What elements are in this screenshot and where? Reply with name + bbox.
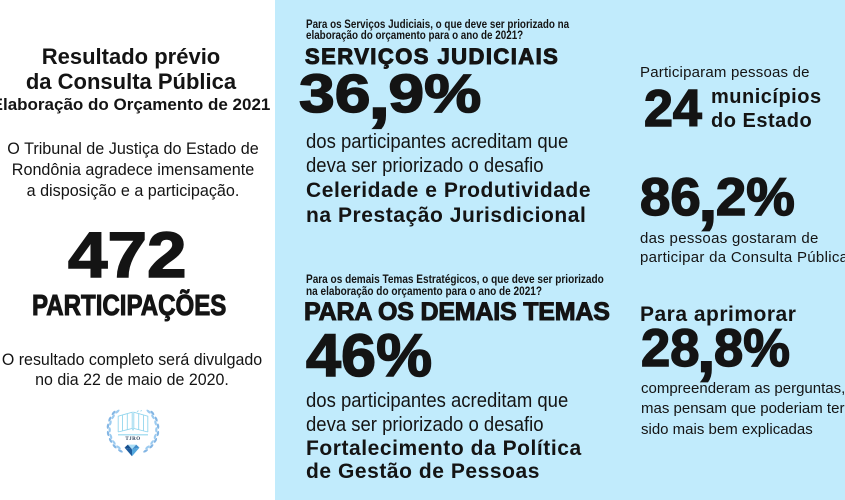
svg-text:TJRO: TJRO — [125, 437, 140, 442]
